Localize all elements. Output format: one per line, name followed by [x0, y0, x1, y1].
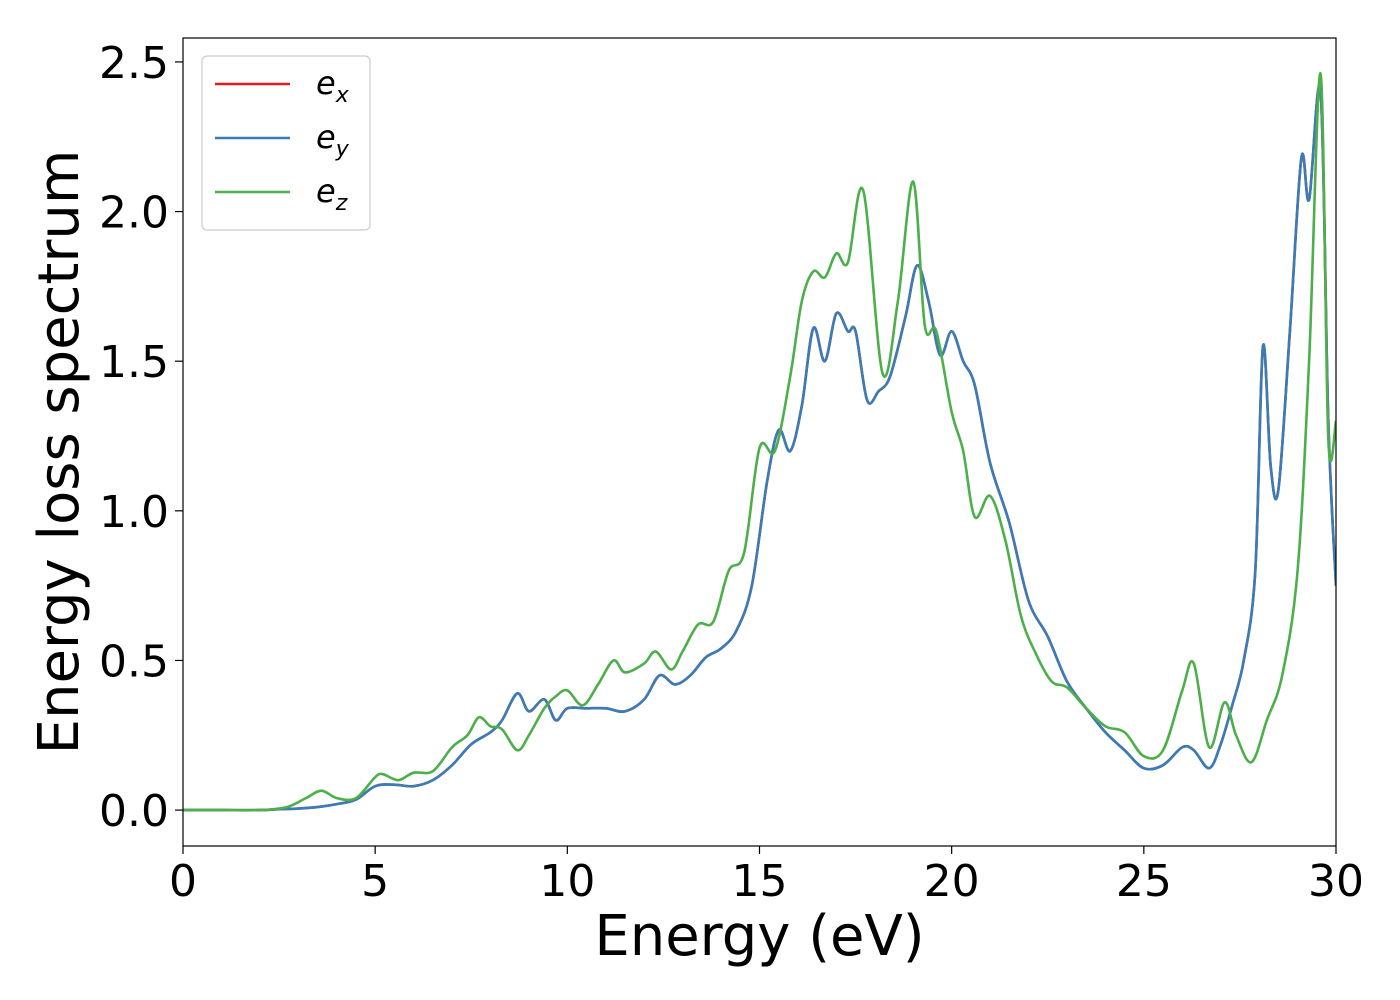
ticks-layer: 0 5 10 15 20 25 30 0.0 0.5 1.0 1.5 2.0 2.5: [99, 38, 1364, 907]
x-tick-label: 0: [169, 856, 197, 907]
y-tick-label: 2.0: [99, 188, 169, 239]
y-tick-label: 0.0: [99, 786, 169, 837]
x-tick-label: 25: [1116, 856, 1172, 907]
y-tick-label: 1.5: [99, 337, 169, 388]
y-tick-label: 2.5: [99, 38, 169, 89]
legend-box: [201, 55, 371, 231]
legend: ex ey ez: [201, 55, 371, 231]
legend-label-ez: ez: [316, 172, 348, 216]
x-tick-label: 5: [361, 856, 389, 907]
x-axis-label: Energy (eV): [594, 904, 924, 969]
series-layer: [183, 72, 1336, 812]
x-tick-label: 15: [732, 856, 788, 907]
y-axis-label: Energy loss spectrum: [27, 150, 92, 755]
series-line-ez: [183, 72, 1336, 812]
legend-label-ey: ey: [316, 118, 350, 162]
x-tick-label: 20: [924, 856, 980, 907]
legend-label-ex: ex: [316, 64, 350, 108]
series-line-ey: [183, 84, 1336, 812]
y-tick-label: 1.0: [99, 487, 169, 538]
y-tick-label: 0.5: [99, 636, 169, 687]
x-tick-label: 30: [1308, 856, 1364, 907]
x-tick-label: 10: [539, 856, 595, 907]
